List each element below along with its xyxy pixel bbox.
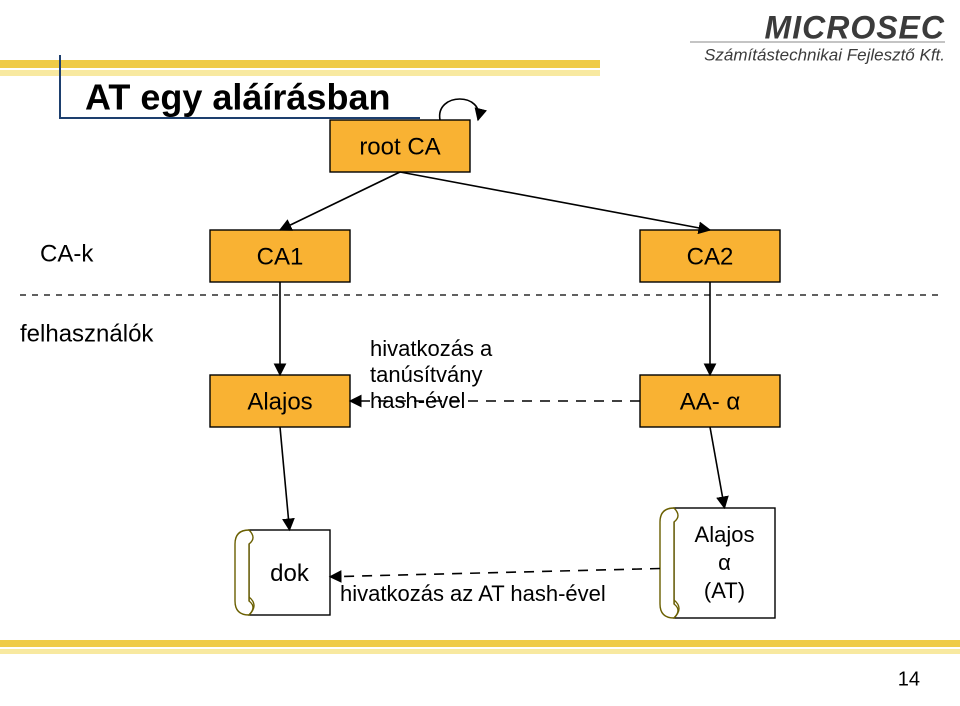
edge-alajos-dok — [280, 427, 290, 530]
edge-root-ca2 — [400, 172, 710, 230]
node-signature-line-1: α — [718, 550, 731, 575]
node-dok-label: dok — [270, 560, 310, 587]
edge-aa-sig — [710, 427, 725, 508]
annot-ref-cert-2: hash-ével — [370, 388, 465, 413]
node-root-ca-label: root CA — [359, 133, 440, 160]
node-ca2-label: CA2 — [687, 243, 734, 270]
label-ca-k: CA-k — [40, 240, 94, 267]
annot-ref-cert-1: tanúsítvány — [370, 362, 483, 387]
logo-subtext: Számítástechnikai Fejlesztő Kft. — [704, 45, 945, 64]
node-ca1-label: CA1 — [257, 243, 304, 270]
accent-stripe-1 — [0, 60, 600, 68]
node-aa-alpha-label: AA- α — [680, 388, 741, 415]
node-root-ca: root CA — [330, 120, 470, 172]
node-signature-line-0: Alajos — [695, 522, 755, 547]
edge-root-selfloop — [440, 99, 479, 120]
node-alajos: Alajos — [210, 375, 350, 427]
node-ca2: CA2 — [640, 230, 780, 282]
node-ca1: CA1 — [210, 230, 350, 282]
node-aa-alpha: AA- α — [640, 375, 780, 427]
slide-number: 14 — [898, 668, 920, 690]
node-signature-line-2: (AT) — [704, 578, 745, 603]
node-alajos-label: Alajos — [247, 388, 312, 415]
annot-ref-at: hivatkozás az AT hash-ével — [340, 581, 606, 606]
logo-text: MICROSEC — [765, 9, 945, 45]
edge-root-ca1 — [280, 172, 400, 230]
page-title: AT egy aláírásban — [85, 77, 390, 118]
footer-stripe-1 — [0, 640, 960, 647]
edge-sig-dok-ref — [330, 569, 660, 577]
label-users: felhasználók — [20, 320, 154, 347]
footer-stripe-2 — [0, 649, 960, 654]
accent-stripe-2 — [0, 70, 600, 76]
annot-ref-cert-0: hivatkozás a — [370, 336, 493, 361]
